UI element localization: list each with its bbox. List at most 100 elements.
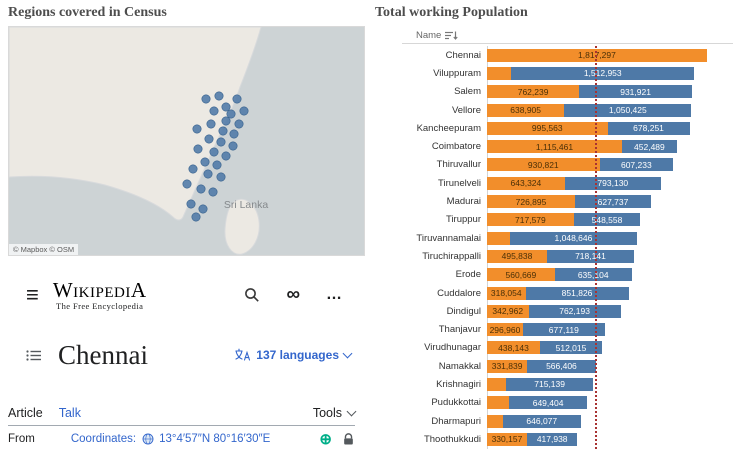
map-canvas[interactable]: Sri Lanka <box>9 27 364 255</box>
map-point[interactable] <box>239 106 249 116</box>
article-title: Chennai <box>58 340 148 370</box>
bar-value-label: 643,324 <box>510 178 542 189</box>
map-point[interactable] <box>186 199 196 209</box>
bar-segment[interactable]: 296,960 <box>487 323 523 337</box>
bar-segment[interactable] <box>487 396 509 410</box>
map-point[interactable] <box>192 124 202 134</box>
chart-row: Dharmapuri 646,077 <box>372 412 733 430</box>
coordinates-link[interactable]: Coordinates: <box>70 433 137 445</box>
bar-segment[interactable]: 1,048,646 <box>510 231 637 245</box>
bar-segment[interactable] <box>487 231 510 245</box>
map-point[interactable] <box>191 212 201 222</box>
wiki-topbar: ≡ WikipediA The Free Encyclopedia ∞ … <box>26 278 351 312</box>
bar-segment[interactable]: 566,406 <box>527 359 596 373</box>
bar-segment[interactable]: 930,821 <box>487 158 600 172</box>
sort-icon[interactable] <box>445 31 459 41</box>
map-point[interactable] <box>200 157 210 167</box>
map-point[interactable] <box>216 137 226 147</box>
tab-talk[interactable]: Talk <box>58 406 81 420</box>
bar-segment[interactable]: 548,558 <box>573 213 641 227</box>
map-point[interactable] <box>196 184 206 194</box>
wikipedia-logo[interactable]: WikipediA The Free Encyclopedia <box>53 279 147 311</box>
row-label: Kancheepuram <box>416 122 481 134</box>
tab-article[interactable]: Article <box>8 406 43 420</box>
contents-list-icon[interactable] <box>26 349 42 362</box>
bar-segment[interactable]: 995,563 <box>487 121 608 135</box>
bar-segment[interactable]: 560,669 <box>487 268 555 282</box>
bar-segment[interactable]: 452,489 <box>622 140 677 154</box>
coordinates-value[interactable]: 13°4′57″N 80°16′30″E <box>159 433 271 445</box>
bar-segment[interactable]: 931,921 <box>579 85 692 99</box>
census-map[interactable]: Sri Lanka © Mapbox © OSM <box>8 26 365 256</box>
bar-segment[interactable]: 607,233 <box>599 158 674 172</box>
map-point[interactable] <box>234 119 244 129</box>
bar-value-label: 342,962 <box>492 306 524 317</box>
bar-segment[interactable]: 718,141 <box>547 249 634 263</box>
bar-segment[interactable]: 330,157 <box>487 432 527 446</box>
chart-column-header[interactable]: Name <box>402 28 733 44</box>
map-attribution[interactable]: © Mapbox © OSM <box>9 244 79 255</box>
map-point[interactable] <box>209 147 219 157</box>
bar-segment[interactable] <box>487 377 507 391</box>
map-point[interactable] <box>206 119 216 129</box>
chart-row: Chennai 1,817,297 <box>372 46 733 64</box>
bar-segment[interactable]: 635,104 <box>554 268 632 282</box>
map-point[interactable] <box>221 151 231 161</box>
map-point[interactable] <box>204 134 214 144</box>
map-point[interactable] <box>214 91 224 101</box>
languages-button[interactable]: 137 languages <box>234 348 353 362</box>
map-point[interactable] <box>226 109 236 119</box>
bar-segment[interactable]: 762,193 <box>528 304 621 318</box>
bar-segment[interactable]: 438,143 <box>487 341 540 355</box>
bar-segment[interactable]: 1,050,425 <box>564 103 692 117</box>
bar-segment[interactable]: 342,962 <box>487 304 529 318</box>
bar-segment[interactable]: 851,826 <box>525 286 629 300</box>
map-point[interactable] <box>228 141 238 151</box>
bar-segment[interactable]: 793,130 <box>564 176 661 190</box>
map-point[interactable] <box>193 144 203 154</box>
bar-segment[interactable]: 495,838 <box>487 249 547 263</box>
bar-segment[interactable]: 627,737 <box>575 195 651 209</box>
bar-segment[interactable]: 717,579 <box>487 213 574 227</box>
bar-segment[interactable]: 1,512,953 <box>511 66 695 80</box>
bar-segment[interactable]: 646,077 <box>502 414 581 428</box>
map-point[interactable] <box>216 172 226 182</box>
bar-segment[interactable]: 677,119 <box>522 323 605 337</box>
more-options-icon[interactable]: … <box>326 286 343 303</box>
bar-segment[interactable]: 638,905 <box>487 103 565 117</box>
bar-segment[interactable] <box>487 66 512 80</box>
search-icon[interactable] <box>244 287 260 303</box>
bar-segment[interactable]: 726,895 <box>487 195 575 209</box>
tools-menu[interactable]: Tools <box>313 406 357 420</box>
map-point[interactable] <box>218 126 228 136</box>
map-point[interactable] <box>209 106 219 116</box>
bar-segment[interactable]: 1,115,461 <box>487 140 622 154</box>
bar-segment[interactable]: 715,139 <box>506 377 593 391</box>
map-point[interactable] <box>182 179 192 189</box>
name-column-header[interactable]: Name <box>416 30 442 41</box>
bar-segment[interactable]: 649,404 <box>508 396 588 410</box>
bar-segment[interactable] <box>487 414 503 428</box>
bar-segment[interactable]: 331,839 <box>487 359 528 373</box>
globe-icon[interactable] <box>142 433 154 445</box>
expand-circled-plus-icon[interactable]: ⊕ <box>319 431 332 448</box>
map-point[interactable] <box>221 102 231 112</box>
bar-segment[interactable]: 678,251 <box>607 121 690 135</box>
map-point[interactable] <box>221 116 231 126</box>
map-point[interactable] <box>208 187 218 197</box>
map-point[interactable] <box>229 129 239 139</box>
map-point[interactable] <box>212 160 222 170</box>
bar-segment[interactable]: 512,015 <box>540 341 602 355</box>
infinity-icon[interactable]: ∞ <box>286 284 300 305</box>
map-point[interactable] <box>232 94 242 104</box>
bar-segment[interactable]: 417,938 <box>526 432 578 446</box>
map-point[interactable] <box>201 94 211 104</box>
map-point[interactable] <box>203 169 213 179</box>
map-point[interactable] <box>198 204 208 214</box>
bar-segment[interactable]: 762,239 <box>487 85 580 99</box>
hamburger-menu-icon[interactable]: ≡ <box>26 282 39 307</box>
map-point[interactable] <box>188 164 198 174</box>
bar-track: 1,115,461 452,489 <box>487 140 729 154</box>
bar-segment[interactable]: 643,324 <box>487 176 565 190</box>
bar-segment[interactable]: 318,054 <box>487 286 526 300</box>
